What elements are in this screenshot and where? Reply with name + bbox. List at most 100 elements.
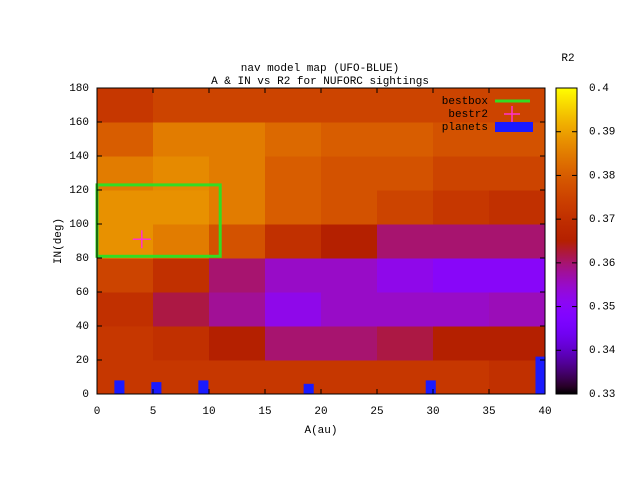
heat-cell: [209, 122, 266, 157]
y-tick-label: 60: [76, 287, 89, 299]
heat-cell: [153, 190, 210, 225]
legend-label: planets: [442, 122, 488, 134]
y-tick-label: 180: [69, 83, 89, 95]
legend-swatch: [495, 122, 533, 132]
heat-cell: [209, 258, 266, 293]
colorbar-tick-label: 0.37: [589, 214, 615, 226]
heat-cell: [321, 258, 378, 293]
colorbar-tick-label: 0.39: [589, 127, 615, 139]
planet-bar: [425, 380, 436, 394]
heat-cell: [377, 258, 434, 293]
heat-cell: [265, 156, 322, 191]
x-tick-label: 25: [370, 406, 383, 418]
heat-cell: [489, 156, 545, 191]
heat-cell: [377, 122, 434, 157]
heat-cell: [97, 258, 154, 293]
heat-cell: [209, 326, 266, 361]
heat-cell: [321, 190, 378, 225]
heat-cell: [265, 88, 322, 123]
colorbar-tick-label: 0.35: [589, 301, 615, 313]
heat-cell: [377, 156, 434, 191]
heat-cell: [433, 292, 490, 327]
chart-title: nav model map (UFO-BLUE): [241, 63, 399, 75]
y-tick-label: 140: [69, 151, 89, 163]
x-tick-label: 0: [94, 406, 101, 418]
heat-cell: [265, 224, 322, 259]
y-tick-label: 80: [76, 253, 89, 265]
heat-cell: [489, 326, 545, 361]
y-tick-label: 20: [76, 355, 89, 367]
heat-cell: [97, 190, 154, 225]
colorbar-tick-label: 0.38: [589, 170, 615, 182]
heat-cell: [321, 122, 378, 157]
heat-cell: [433, 88, 490, 123]
x-tick-label: 30: [426, 406, 439, 418]
heat-cell: [265, 122, 322, 157]
legend-label: bestbox: [442, 96, 489, 108]
heat-cell: [489, 88, 545, 123]
y-tick-label: 120: [69, 185, 89, 197]
heat-cell: [433, 156, 490, 191]
x-tick-label: 40: [538, 406, 551, 418]
y-tick-label: 160: [69, 117, 89, 129]
heat-cell: [265, 190, 322, 225]
chart-subtitle: A & IN vs R2 for NUFORC sightings: [211, 76, 429, 88]
planet-bar: [303, 383, 314, 394]
x-tick-label: 5: [150, 406, 157, 418]
heat-cell: [377, 326, 434, 361]
heat-cell: [153, 224, 210, 259]
heat-cell: [209, 190, 266, 225]
planet-bar: [114, 380, 125, 394]
heat-cell: [321, 292, 378, 327]
colorbar: [555, 87, 578, 395]
heatmap: [97, 88, 545, 394]
best-point: [132, 230, 151, 249]
heat-cell: [153, 122, 210, 157]
heat-cell: [377, 88, 434, 123]
heat-cell: [377, 190, 434, 225]
x-axis-label: A(au): [304, 425, 337, 437]
heat-cell: [209, 360, 266, 394]
x-tick-label: 20: [314, 406, 327, 418]
heat-cell: [97, 326, 154, 361]
heat-cell: [377, 360, 434, 394]
heat-cell: [153, 326, 210, 361]
heat-cell: [209, 292, 266, 327]
heat-cell: [377, 224, 434, 259]
y-tick-label: 100: [69, 219, 89, 231]
planet-bar: [151, 382, 162, 394]
heat-cell: [489, 292, 545, 327]
heat-cell: [153, 258, 210, 293]
heat-cell: [321, 156, 378, 191]
heat-cell: [489, 190, 545, 225]
heat-cell: [97, 88, 154, 123]
heat-cell: [321, 224, 378, 259]
colorbar-tick-label: 0.36: [589, 258, 615, 270]
colorbar-tick-label: 0.33: [589, 389, 615, 401]
colorbar-label: R2: [561, 53, 574, 65]
heat-cell: [265, 258, 322, 293]
heat-cell: [209, 88, 266, 123]
y-tick-label: 0: [82, 389, 89, 401]
heat-cell: [433, 326, 490, 361]
heat-cell: [97, 224, 154, 259]
y-axis-label: IN(deg): [53, 218, 65, 264]
heat-cell: [97, 122, 154, 157]
heat-cell: [433, 122, 490, 157]
heat-cell: [153, 292, 210, 327]
heat-cell: [265, 326, 322, 361]
legend-label: bestr2: [448, 109, 488, 121]
planet-bar: [198, 380, 209, 394]
heat-cell: [321, 326, 378, 361]
x-tick-label: 10: [202, 406, 215, 418]
heat-cell: [433, 360, 490, 394]
heat-cell: [377, 292, 434, 327]
legend-swatch: [504, 106, 520, 122]
heat-cell: [489, 258, 545, 293]
heat-cell: [489, 224, 545, 259]
colorbar-tick-label: 0.4: [589, 83, 609, 95]
heat-cell: [97, 292, 154, 327]
colorbar-tick-label: 0.34: [589, 345, 616, 357]
planet-bar: [535, 356, 546, 394]
